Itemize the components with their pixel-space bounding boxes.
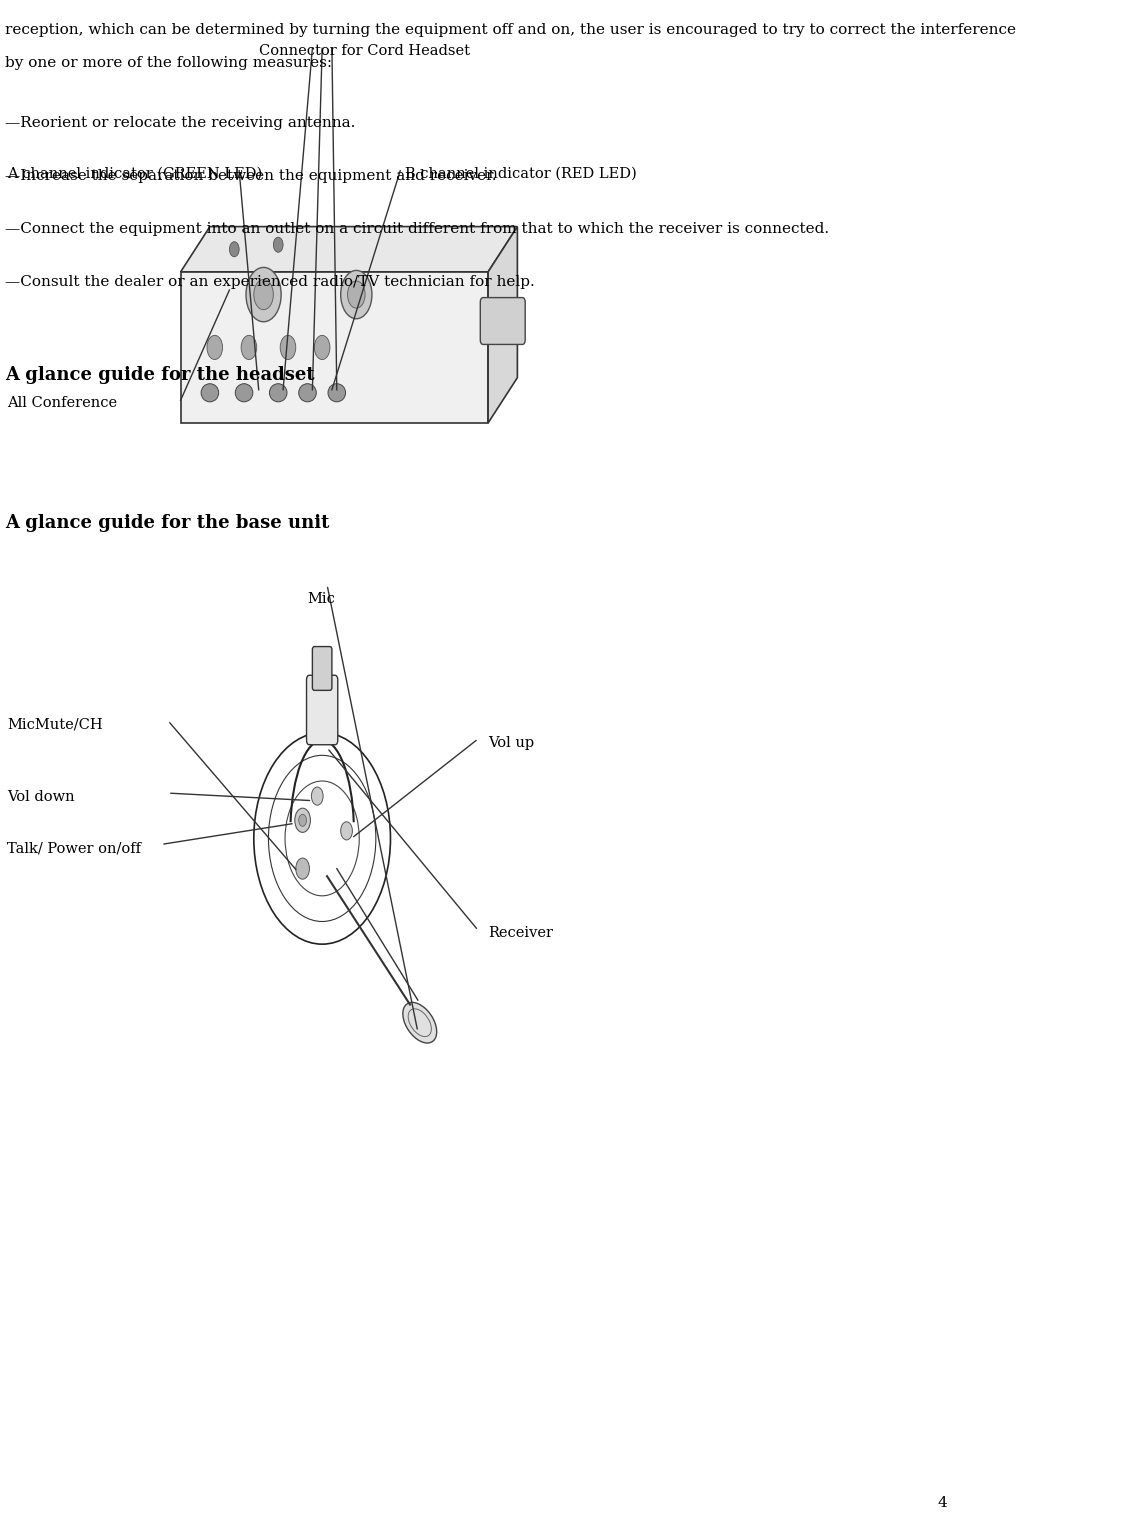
Text: A glance guide for the headset: A glance guide for the headset bbox=[4, 366, 314, 384]
Polygon shape bbox=[181, 272, 488, 424]
Circle shape bbox=[254, 280, 274, 310]
Text: reception, which can be determined by turning the equipment off and on, the user: reception, which can be determined by tu… bbox=[4, 23, 1015, 36]
Ellipse shape bbox=[298, 384, 316, 402]
Text: MicMute/CH: MicMute/CH bbox=[7, 717, 102, 732]
Text: Receiver: Receiver bbox=[488, 926, 553, 940]
Circle shape bbox=[312, 787, 323, 805]
Text: Vol down: Vol down bbox=[7, 790, 74, 803]
Text: All Conference: All Conference bbox=[7, 396, 117, 410]
Circle shape bbox=[246, 268, 282, 322]
Circle shape bbox=[314, 336, 330, 360]
Text: Mic: Mic bbox=[307, 592, 335, 607]
Text: Vol up: Vol up bbox=[488, 735, 534, 749]
Circle shape bbox=[274, 238, 283, 253]
Text: A glance guide for the base unit: A glance guide for the base unit bbox=[4, 513, 329, 531]
Circle shape bbox=[296, 858, 310, 879]
Ellipse shape bbox=[328, 384, 346, 402]
Text: by one or more of the following measures:: by one or more of the following measures… bbox=[4, 56, 332, 70]
Circle shape bbox=[341, 271, 371, 319]
Ellipse shape bbox=[403, 1003, 436, 1042]
Text: Connector for Cord Headset: Connector for Cord Headset bbox=[259, 44, 470, 57]
Circle shape bbox=[241, 336, 257, 360]
Text: B channel indicator (RED LED): B channel indicator (RED LED) bbox=[405, 166, 637, 180]
Text: A channel indicator (GREEN LED): A channel indicator (GREEN LED) bbox=[7, 166, 263, 180]
FancyBboxPatch shape bbox=[312, 646, 332, 690]
Circle shape bbox=[348, 281, 365, 309]
Circle shape bbox=[295, 808, 311, 832]
Text: —Consult the dealer or an experienced radio/TV technician for help.: —Consult the dealer or an experienced ra… bbox=[4, 275, 534, 289]
Ellipse shape bbox=[269, 384, 287, 402]
Text: —Connect the equipment into an outlet on a circuit different from that to which : —Connect the equipment into an outlet on… bbox=[4, 222, 829, 236]
Circle shape bbox=[298, 814, 306, 826]
Circle shape bbox=[280, 336, 296, 360]
Text: 4: 4 bbox=[937, 1495, 947, 1510]
Polygon shape bbox=[488, 227, 517, 424]
FancyBboxPatch shape bbox=[306, 675, 338, 744]
Ellipse shape bbox=[201, 384, 219, 402]
Circle shape bbox=[206, 336, 222, 360]
Ellipse shape bbox=[236, 384, 252, 402]
Text: Talk/ Power on/off: Talk/ Power on/off bbox=[7, 841, 141, 855]
Circle shape bbox=[341, 822, 352, 840]
Circle shape bbox=[229, 242, 239, 257]
Polygon shape bbox=[181, 227, 517, 272]
Text: —Increase the separation between the equipment and receiver.: —Increase the separation between the equ… bbox=[4, 169, 497, 183]
Text: —Reorient or relocate the receiving antenna.: —Reorient or relocate the receiving ante… bbox=[4, 117, 356, 130]
FancyBboxPatch shape bbox=[480, 298, 525, 345]
